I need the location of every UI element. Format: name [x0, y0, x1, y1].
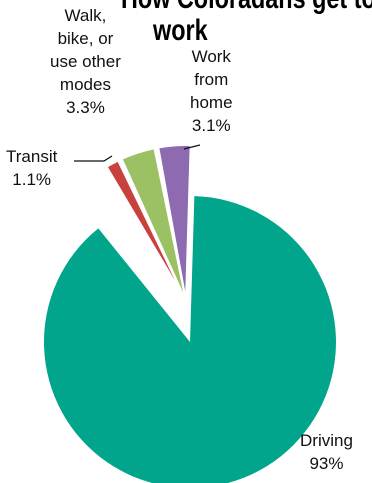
walk-label: Walk, bike, or use other modes 3.3%	[50, 4, 121, 119]
slice-work-from-home	[157, 144, 192, 302]
driving-label: Driving 93%	[300, 429, 353, 475]
chart-title-line-1: How Coloradans get to	[121, 0, 372, 14]
chart-title-line-2: work	[153, 14, 208, 47]
driving-label-name: Driving	[300, 431, 353, 450]
transit-label-value: 1.1%	[12, 170, 52, 189]
walk-label-value: 3.3%	[66, 98, 105, 117]
walk-label-line-2: bike, or	[57, 29, 114, 48]
wfh-label: Work from home 3.1%	[190, 45, 233, 137]
driving-label-value: 93%	[309, 454, 344, 473]
slice-walk-bike	[120, 147, 187, 302]
transit-leader-line	[74, 155, 113, 162]
wfh-leader-line	[183, 144, 201, 150]
slice-driving	[43, 196, 336, 483]
slice-transit	[105, 159, 187, 302]
wfh-label-value: 3.1%	[191, 116, 231, 135]
wfh-label-line-3: home	[190, 93, 233, 112]
walk-label-line-1: Walk,	[64, 6, 107, 25]
wfh-label-line-1: Work	[191, 47, 231, 66]
walk-label-line-4: modes	[59, 75, 111, 94]
walk-label-line-3: use other	[50, 52, 121, 71]
wfh-label-line-2: from	[194, 70, 229, 89]
transit-label-name: Transit	[6, 147, 58, 166]
transit-label: Transit 1.1%	[6, 145, 57, 191]
